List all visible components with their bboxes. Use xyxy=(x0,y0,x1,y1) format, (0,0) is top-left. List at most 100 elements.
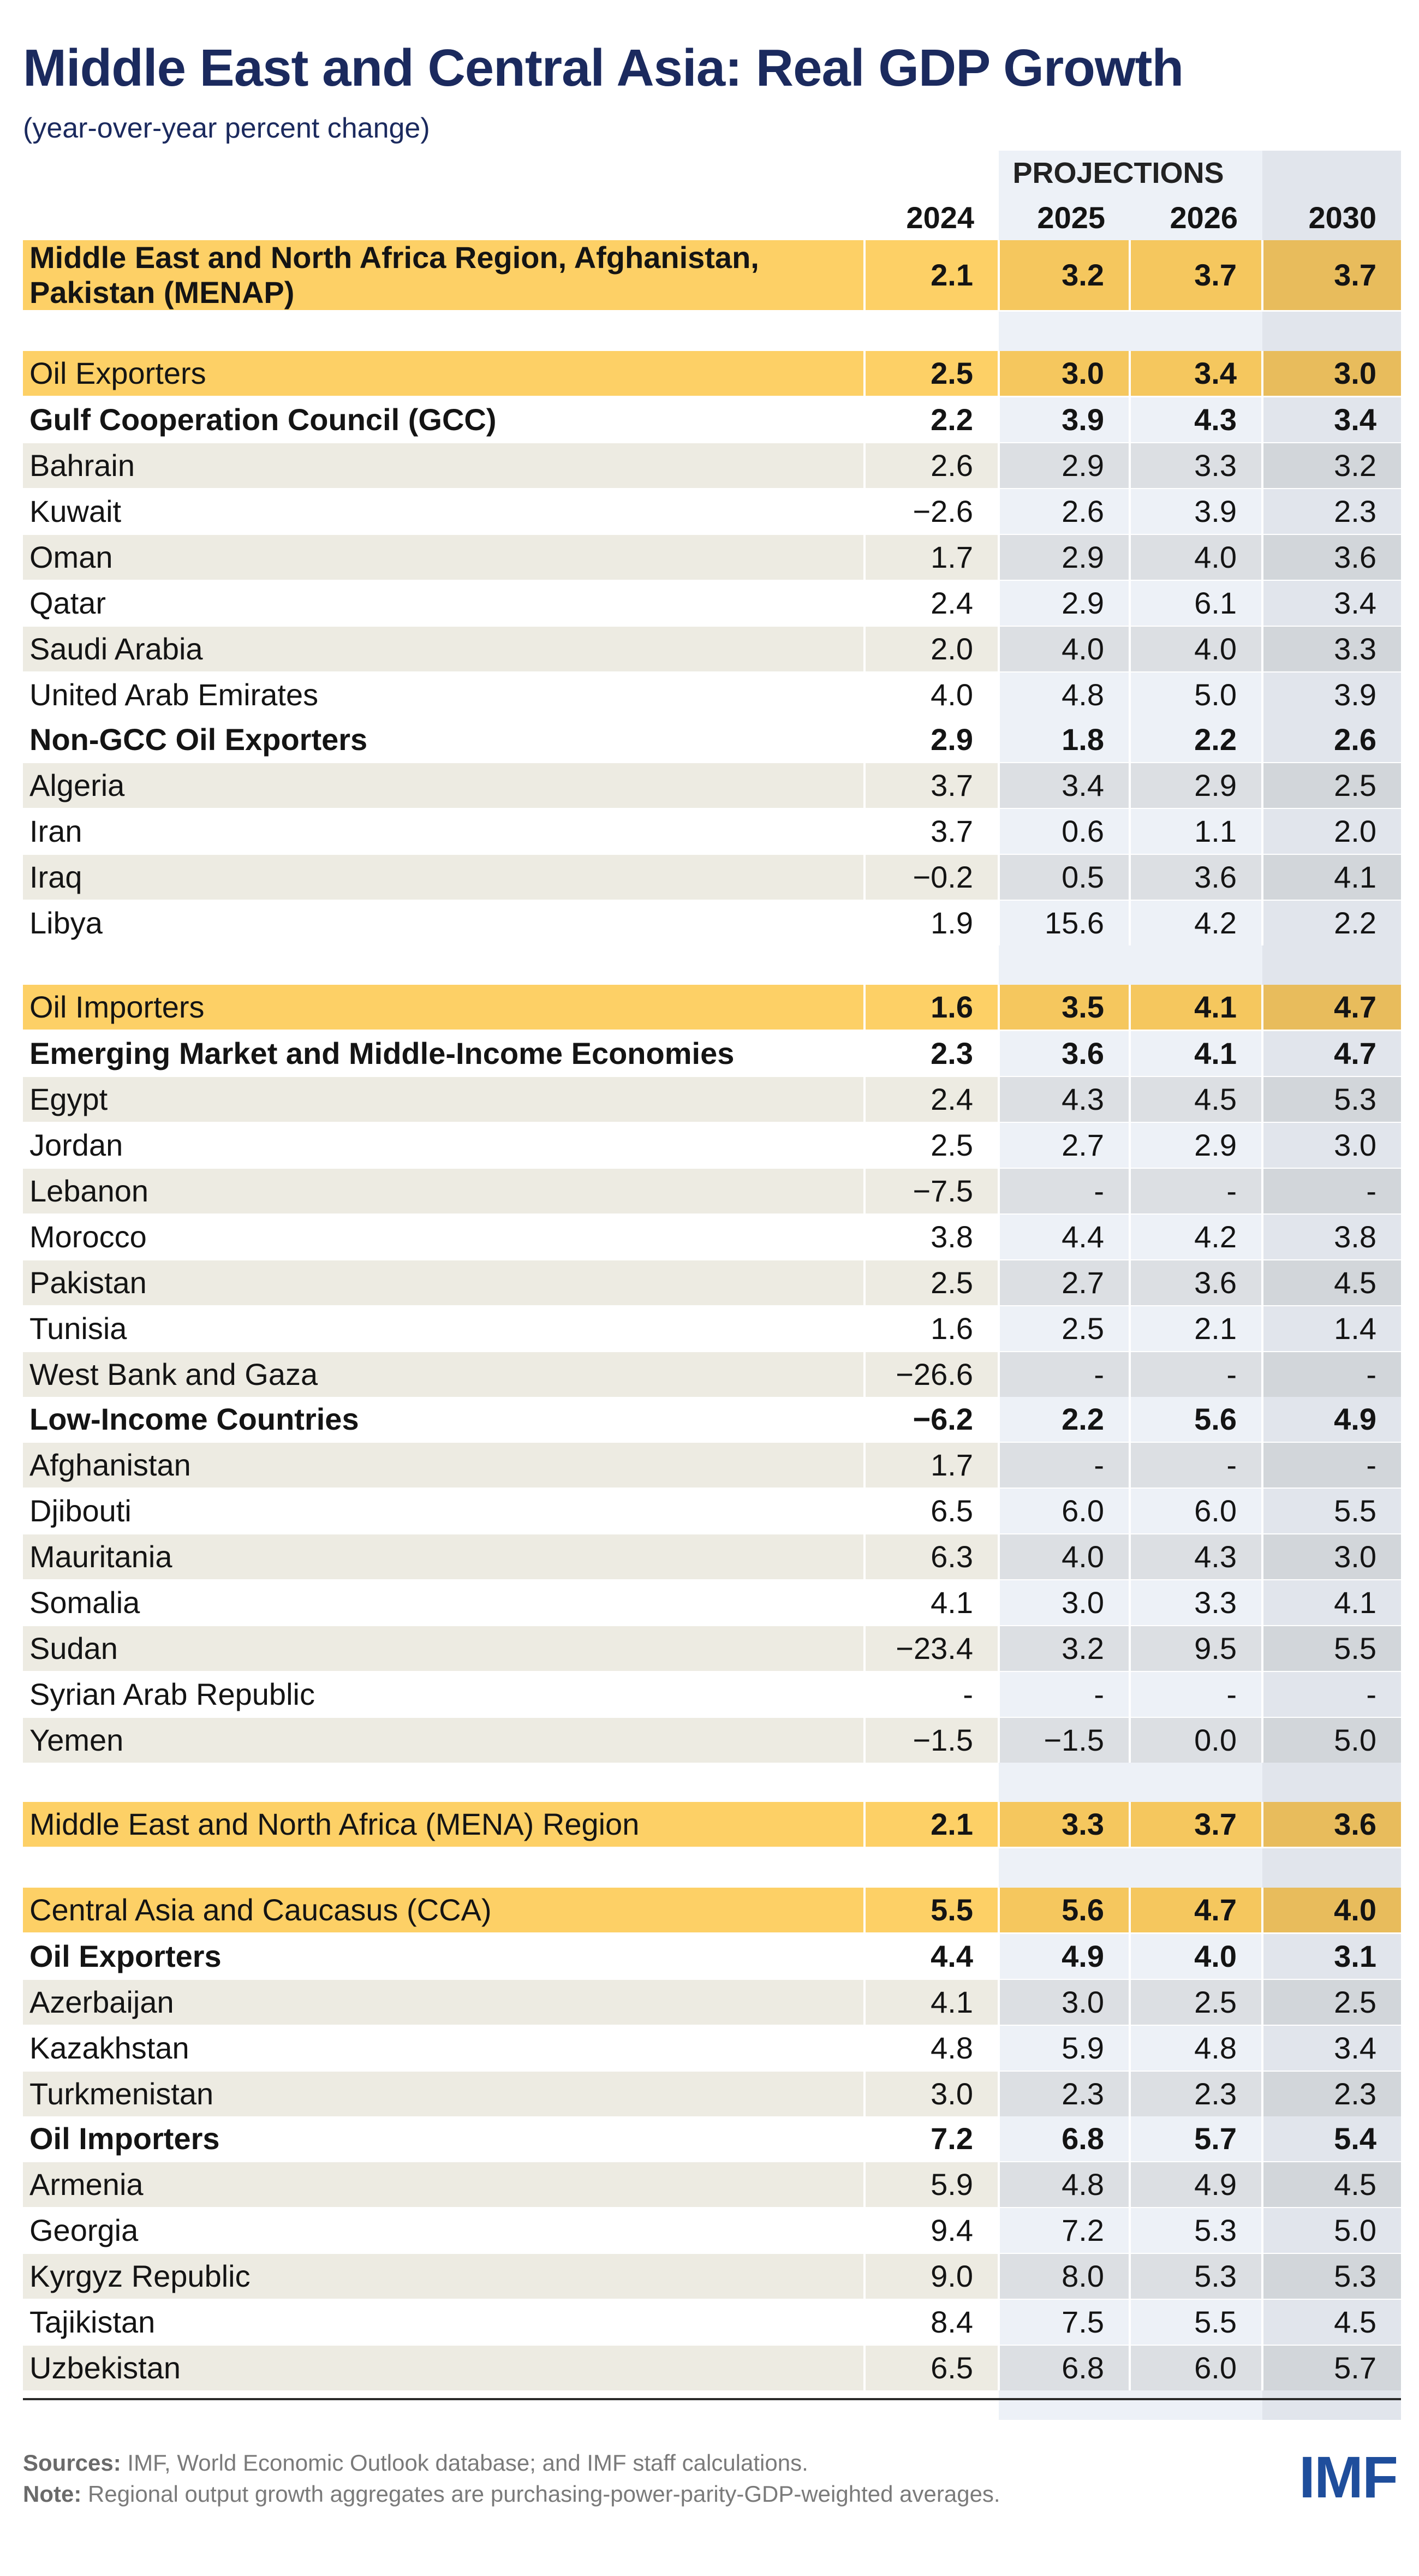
value-cell: 3.7 xyxy=(863,762,999,808)
value-cell: 4.3 xyxy=(1128,1533,1263,1580)
row-label: Emerging Market and Middle-Income Econom… xyxy=(29,1036,735,1070)
value-cell: 3.4 xyxy=(1128,351,1263,397)
value-cell: 4.0 xyxy=(1261,1888,1402,1934)
subgroup-row: Emerging Market and Middle-Income Econom… xyxy=(23,1030,1402,1076)
cell xyxy=(23,1848,864,1888)
sources: Sources: IMF, World Economic Outlook dat… xyxy=(23,2450,808,2476)
sources-text: IMF, World Economic Outlook database; an… xyxy=(127,2450,808,2476)
cell xyxy=(1130,2390,1263,2420)
header-cell xyxy=(23,151,864,195)
row-label: Georgia xyxy=(23,2207,864,2253)
value-cell: −1.5 xyxy=(863,1717,999,1763)
country-row: Georgia 9.4 7.2 5.3 5.0 xyxy=(23,2207,1402,2253)
value-cell: 3.4 xyxy=(1261,396,1402,443)
cell xyxy=(1262,945,1402,985)
value-cell: 4.0 xyxy=(1128,534,1263,580)
country-row: Tajikistan 8.4 7.5 5.5 4.5 xyxy=(23,2299,1402,2345)
value-cell: 3.0 xyxy=(1261,351,1402,397)
value-cell: 4.0 xyxy=(1128,1933,1263,1979)
cell xyxy=(999,1763,1130,1802)
value-cell: - xyxy=(1128,1168,1263,1214)
year-header: 2030 xyxy=(1262,195,1402,240)
cell xyxy=(1130,1763,1263,1802)
country-row: Jordan 2.5 2.7 2.9 3.0 xyxy=(23,1122,1402,1168)
value-cell: 2.1 xyxy=(863,1802,999,1848)
row-label: Armenia xyxy=(23,2161,864,2208)
value-cell: 5.3 xyxy=(1128,2207,1263,2253)
value-cell: 3.6 xyxy=(1261,1802,1402,1848)
table-header: PROJECTIONS 2024 2025 2026 2030 xyxy=(23,151,1402,240)
value-cell: 4.4 xyxy=(863,1933,999,1979)
value-cell: −23.4 xyxy=(863,1625,999,1671)
row-label: Uzbekistan xyxy=(23,2345,864,2390)
year-header: 2025 xyxy=(999,195,1130,240)
country-row: Algeria 3.7 3.4 2.9 2.5 xyxy=(23,762,1402,808)
country-row: Djibouti 6.5 6.0 6.0 5.5 xyxy=(23,1488,1402,1534)
value-cell: 5.0 xyxy=(1261,2207,1402,2253)
value-cell: 3.0 xyxy=(998,1979,1130,2025)
cell xyxy=(1130,311,1263,351)
value-cell: 4.0 xyxy=(998,626,1130,672)
row-label: Tajikistan xyxy=(23,2299,864,2345)
value-cell: 2.7 xyxy=(998,1122,1130,1168)
country-row: Morocco 3.8 4.4 4.2 3.8 xyxy=(23,1213,1402,1260)
cell xyxy=(1130,1847,1263,1888)
table-tail xyxy=(23,2390,1402,2420)
value-cell: 3.0 xyxy=(1261,1122,1402,1168)
value-cell: −26.6 xyxy=(863,1351,999,1397)
value-cell: 5.5 xyxy=(1128,2299,1263,2345)
value-cell: 3.7 xyxy=(1128,1802,1263,1848)
cell xyxy=(23,1763,864,1802)
row-label: Pakistan xyxy=(23,1259,864,1306)
value-cell: 6.0 xyxy=(1128,1488,1263,1534)
value-cell: 3.1 xyxy=(1261,1933,1402,1979)
value-cell: 2.3 xyxy=(998,2071,1130,2116)
value-cell: 3.6 xyxy=(998,1030,1130,1076)
value-cell: 3.0 xyxy=(1261,1533,1402,1580)
value-cell: 2.0 xyxy=(863,626,999,672)
value-cell: 15.6 xyxy=(998,900,1130,945)
row-label: Iraq xyxy=(23,854,864,900)
value-cell: 5.6 xyxy=(998,1888,1130,1934)
country-row: Pakistan 2.5 2.7 3.6 4.5 xyxy=(23,1259,1402,1306)
value-cell: 2.9 xyxy=(1128,1122,1263,1168)
country-row: Bahrain 2.6 2.9 3.3 3.2 xyxy=(23,442,1402,489)
group-row: Middle East and North Africa (MENA) Regi… xyxy=(23,1802,1402,1848)
value-cell: 6.0 xyxy=(1128,2345,1263,2390)
value-cell: 4.1 xyxy=(1128,1030,1263,1076)
value-cell: 4.4 xyxy=(998,1213,1130,1260)
value-cell: 2.5 xyxy=(1261,762,1402,808)
country-row: Egypt 2.4 4.3 4.5 5.3 xyxy=(23,1076,1402,1122)
value-cell: 5.9 xyxy=(998,2025,1130,2071)
row-label: Middle East and North Africa Region, Afg… xyxy=(23,240,864,312)
value-cell: 5.6 xyxy=(1128,1397,1263,1442)
year-header: 2024 xyxy=(906,200,974,235)
value-cell: 4.5 xyxy=(1128,1076,1263,1122)
value-cell: 4.1 xyxy=(863,1979,999,2025)
row-label: West Bank and Gaza xyxy=(23,1351,864,1397)
country-row: Mauritania 6.3 4.0 4.3 3.0 xyxy=(23,1533,1402,1580)
country-row: Somalia 4.1 3.0 3.3 4.1 xyxy=(23,1579,1402,1626)
value-cell: 2.6 xyxy=(998,488,1130,534)
value-cell: - xyxy=(863,1671,999,1717)
value-cell: 2.2 xyxy=(1128,717,1263,763)
value-cell: 1.6 xyxy=(863,1305,999,1352)
value-cell: - xyxy=(1128,1671,1263,1717)
cell xyxy=(864,1763,999,1802)
country-row: Sudan −23.4 3.2 9.5 5.5 xyxy=(23,1625,1402,1671)
value-cell: 4.1 xyxy=(1261,1579,1402,1626)
value-cell: - xyxy=(1128,1442,1263,1488)
cell xyxy=(864,945,999,985)
subgroup-row: Low-Income Countries −6.2 2.2 5.6 4.9 xyxy=(23,1397,1402,1442)
row-label: Algeria xyxy=(23,762,864,808)
value-cell: 3.9 xyxy=(1128,488,1263,534)
value-cell: 2.9 xyxy=(1128,762,1263,808)
value-cell: 4.3 xyxy=(1128,396,1263,443)
value-cell: - xyxy=(998,1351,1130,1397)
value-cell: 5.0 xyxy=(1261,1717,1402,1763)
row-label: Oman xyxy=(23,534,864,580)
value-cell: 3.2 xyxy=(998,240,1130,312)
value-cell: 5.5 xyxy=(863,1888,999,1934)
group-row: Oil Importers 1.6 3.5 4.1 4.7 xyxy=(23,985,1402,1031)
